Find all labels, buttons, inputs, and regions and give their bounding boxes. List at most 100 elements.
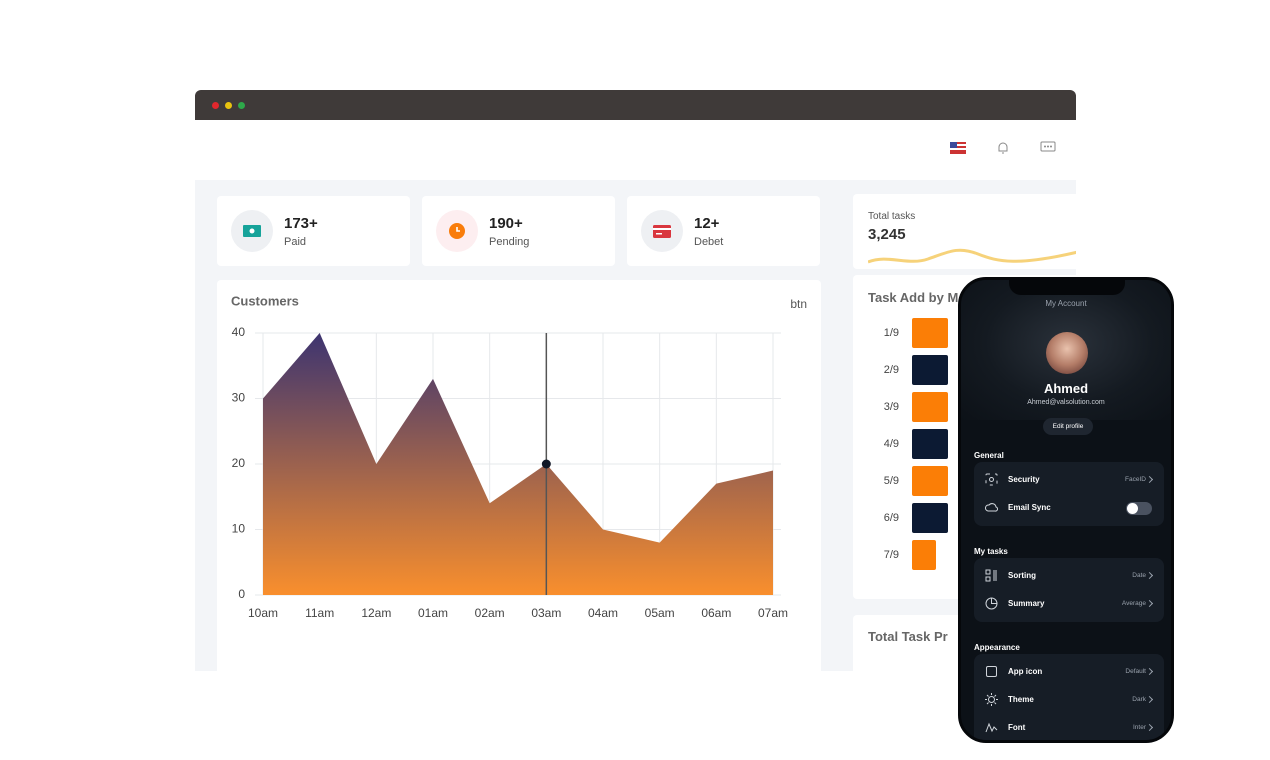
row-icon (985, 665, 998, 678)
settings-group: App icon Default Theme Dark Font Inter (974, 654, 1164, 740)
customers-chart: Customers btn 0 10 20 30 40 10am 11am 12am 01am 0… (231, 293, 807, 620)
x-tick-label: 03am (531, 606, 561, 620)
stat-label: Pending (489, 236, 530, 248)
row-label: Sorting (1008, 571, 1036, 580)
row-icon (985, 473, 998, 486)
chevron (1145, 475, 1154, 484)
total-tasks-value: 3,245 (868, 226, 906, 243)
chat-icon[interactable] (1040, 141, 1056, 155)
row-value: Dark (1132, 696, 1146, 703)
y-tick-label: 20 (232, 456, 246, 470)
total-tasks-card: Total tasks 3,245 (853, 194, 1076, 269)
x-tick-label: 07am (758, 606, 788, 620)
stat-icon (641, 210, 683, 252)
task-date: 7/9 (883, 549, 899, 561)
task-bar (912, 503, 948, 533)
row-value: Date (1132, 572, 1146, 579)
row-label: Summary (1008, 599, 1045, 608)
row-label: Email Sync (1008, 503, 1051, 512)
area (263, 333, 773, 595)
task-date: 2/9 (883, 364, 899, 376)
section-title: My tasks (974, 547, 1008, 556)
task-bar (912, 466, 948, 496)
task-date: 4/9 (883, 438, 899, 450)
x-tick-label: 11am (305, 606, 334, 620)
stat-card: 12+ Debet (627, 196, 820, 266)
y-tick-label: 10 (232, 522, 246, 536)
chevron (1145, 571, 1154, 580)
stat-label: Debet (694, 236, 724, 248)
edit-profile-button[interactable]: Edit profile (1043, 418, 1093, 435)
toggle[interactable] (1126, 502, 1152, 515)
chart-title: Customers (231, 293, 299, 308)
chevron (1145, 723, 1154, 732)
stat-value: 12+ (694, 215, 720, 232)
row-label: Theme (1008, 695, 1034, 704)
task-date: 5/9 (883, 475, 899, 487)
stat-card: 173+ Paid (217, 196, 410, 266)
section-title: Appearance (974, 643, 1020, 652)
customers-card: Customers btn 0 10 20 30 40 10am 11am 12am 01am 0… (217, 280, 821, 671)
x-tick-label: 04am (588, 606, 618, 620)
x-tick-label: 06am (701, 606, 731, 620)
stat-icon (231, 210, 273, 252)
close-dot[interactable] (212, 102, 219, 109)
phone-header: My Account (1045, 299, 1087, 308)
phone: My Account Ahmed Ahmed@valsolution.com E… (958, 277, 1174, 743)
task-bar (912, 429, 948, 459)
settings-row[interactable]: Sorting Date (974, 562, 1164, 590)
row-label: App icon (1008, 667, 1043, 676)
avatar[interactable] (1046, 332, 1088, 374)
y-tick-label: 40 (232, 325, 246, 339)
settings-group: Security FaceID Email Sync (974, 462, 1164, 526)
x-tick-label: 10am (248, 606, 278, 620)
chart-button[interactable]: btn (790, 297, 807, 311)
x-tick-label: 02am (475, 606, 505, 620)
chevron (1145, 599, 1154, 608)
task-bar (912, 392, 948, 422)
settings-row[interactable]: App icon Default (974, 658, 1164, 686)
task-date: 6/9 (883, 512, 899, 524)
task-progress-title: Total Task Pr (868, 629, 948, 644)
flag-icon[interactable] (950, 142, 966, 154)
bell-icon[interactable] (996, 141, 1010, 155)
settings-row[interactable]: Security FaceID (974, 466, 1164, 494)
row-label: Security (1008, 475, 1040, 484)
settings-row[interactable]: Email Sync (974, 494, 1164, 522)
x-tick-label: 05am (645, 606, 675, 620)
task-bar (912, 355, 948, 385)
settings-group: Sorting Date Summary Average (974, 558, 1164, 622)
notch (1009, 280, 1125, 295)
max-dot[interactable] (238, 102, 245, 109)
row-value: Inter (1132, 724, 1146, 731)
x-tick-label: 12am (361, 606, 391, 620)
header (195, 120, 1076, 180)
task-add-title: Task Add by M (868, 290, 959, 305)
row-value: Default (1125, 668, 1146, 675)
stat-value: 173+ (284, 215, 318, 232)
task-bar (912, 318, 948, 348)
y-tick-label: 30 (232, 391, 246, 405)
min-dot[interactable] (225, 102, 232, 109)
stat-label: Paid (284, 236, 307, 248)
stat-icon (436, 210, 478, 252)
title-bar (195, 90, 1076, 120)
x-tick-label: 01am (418, 606, 448, 620)
row-icon (985, 597, 998, 610)
sparkline (868, 248, 1076, 264)
total-tasks-label: Total tasks (868, 211, 916, 222)
task-date: 3/9 (883, 401, 899, 413)
y-tick-label: 0 (238, 587, 245, 601)
profile-email: Ahmed@valsolution.com (1027, 399, 1105, 406)
settings-row[interactable]: Summary Average (974, 590, 1164, 618)
row-icon (985, 693, 998, 706)
settings-row[interactable]: Theme Dark (974, 686, 1164, 714)
settings-row[interactable]: Font Inter (974, 714, 1164, 740)
stat-value: 190+ (489, 215, 523, 232)
row-icon (985, 569, 998, 582)
row-value: Average (1121, 600, 1146, 607)
row-value: FaceID (1125, 476, 1146, 483)
task-date: 1/9 (883, 327, 899, 339)
task-bar (912, 540, 936, 570)
